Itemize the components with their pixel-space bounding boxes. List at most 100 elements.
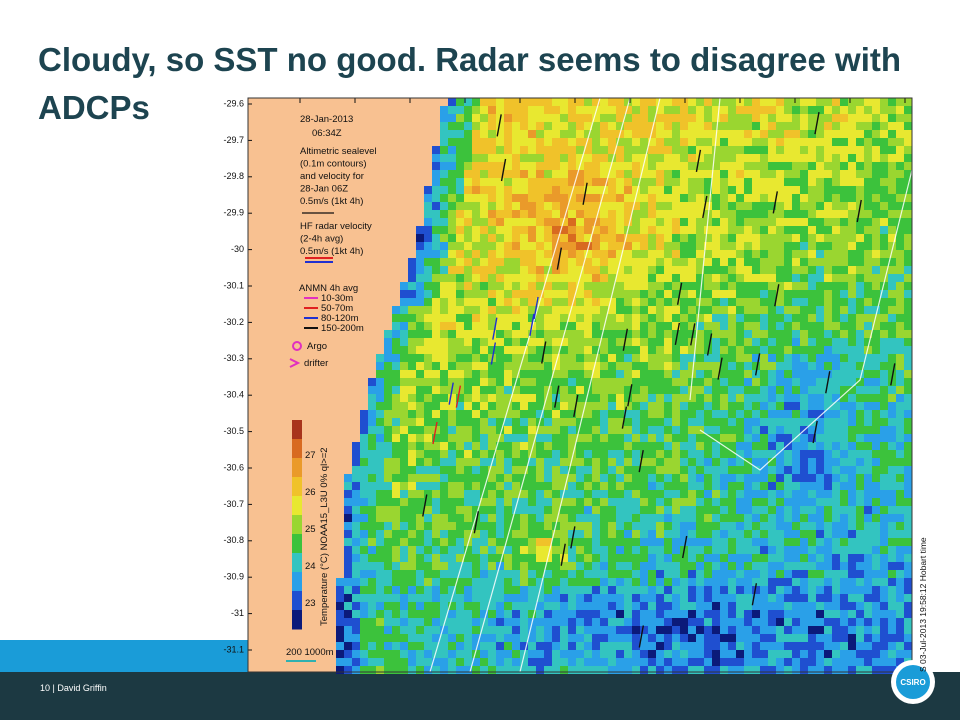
- lat-tick-label: -29.6: [223, 98, 244, 108]
- sst-cell: [856, 450, 864, 458]
- sst-cell: [840, 634, 848, 642]
- sst-cell: [464, 554, 472, 562]
- sst-cell: [600, 138, 608, 146]
- sst-cell: [664, 98, 672, 106]
- sst-cell: [856, 146, 864, 154]
- sst-cell: [352, 626, 360, 634]
- footer-bar: [0, 672, 960, 720]
- legend-text: 06:34Z: [312, 128, 342, 139]
- sst-cell: [624, 634, 632, 642]
- sst-cell: [640, 194, 648, 202]
- sst-cell: [600, 282, 608, 290]
- sst-cell: [808, 650, 816, 658]
- sst-cell: [840, 170, 848, 178]
- sst-cell: [832, 610, 840, 618]
- sst-cell: [768, 666, 776, 674]
- sst-cell: [576, 618, 584, 626]
- sst-cell: [896, 570, 904, 578]
- sst-cell: [864, 642, 872, 650]
- sst-cell: [736, 522, 744, 530]
- sst-cell: [808, 114, 816, 122]
- sst-cell: [848, 138, 856, 146]
- sst-cell: [800, 354, 808, 362]
- sst-cell: [424, 594, 432, 602]
- sst-cell: [720, 378, 728, 386]
- sst-cell: [400, 506, 408, 514]
- sst-cell: [432, 570, 440, 578]
- sst-cell: [704, 146, 712, 154]
- sst-cell: [608, 306, 616, 314]
- sst-cell: [720, 610, 728, 618]
- sst-cell: [880, 234, 888, 242]
- sst-cell: [352, 642, 360, 650]
- sst-cell: [560, 178, 568, 186]
- sst-cell: [416, 474, 424, 482]
- colorbar-segment: [292, 591, 302, 611]
- sst-cell: [728, 642, 736, 650]
- sst-cell: [480, 314, 488, 322]
- sst-cell: [464, 570, 472, 578]
- sst-cell: [824, 362, 832, 370]
- sst-cell: [760, 442, 768, 450]
- sst-cell: [640, 186, 648, 194]
- sst-cell: [600, 570, 608, 578]
- sst-cell: [768, 114, 776, 122]
- sst-cell: [616, 498, 624, 506]
- sst-cell: [744, 330, 752, 338]
- sst-cell: [720, 578, 728, 586]
- sst-cell: [744, 186, 752, 194]
- sst-cell: [512, 434, 520, 442]
- sst-cell: [880, 402, 888, 410]
- sst-cell: [776, 474, 784, 482]
- sst-cell: [664, 618, 672, 626]
- sst-cell: [584, 314, 592, 322]
- sst-cell: [712, 362, 720, 370]
- sst-cell: [800, 114, 808, 122]
- sst-cell: [512, 490, 520, 498]
- sst-cell: [840, 154, 848, 162]
- sst-cell: [720, 202, 728, 210]
- sst-cell: [704, 610, 712, 618]
- sst-cell: [880, 442, 888, 450]
- sst-cell: [520, 322, 528, 330]
- sst-cell: [888, 666, 896, 674]
- sst-cell: [672, 226, 680, 234]
- sst-cell: [608, 394, 616, 402]
- sst-cell: [816, 578, 824, 586]
- sst-cell: [704, 578, 712, 586]
- sst-cell: [768, 266, 776, 274]
- sst-cell: [544, 466, 552, 474]
- sst-cell: [512, 578, 520, 586]
- sst-cell: [848, 114, 856, 122]
- sst-cell: [720, 618, 728, 626]
- sst-cell: [496, 298, 504, 306]
- sst-cell: [656, 202, 664, 210]
- sst-cell: [848, 106, 856, 114]
- sst-cell: [712, 106, 720, 114]
- sst-cell: [632, 186, 640, 194]
- sst-cell: [824, 498, 832, 506]
- sst-cell: [688, 546, 696, 554]
- sst-cell: [648, 194, 656, 202]
- sst-cell: [704, 266, 712, 274]
- sst-cell: [856, 186, 864, 194]
- sst-cell: [600, 490, 608, 498]
- sst-cell: [528, 162, 536, 170]
- sst-cell: [800, 314, 808, 322]
- sst-cell: [648, 490, 656, 498]
- sst-cell: [760, 298, 768, 306]
- sst-cell: [496, 106, 504, 114]
- sst-cell: [688, 458, 696, 466]
- sst-cell: [456, 330, 464, 338]
- velocity-arrow: [681, 535, 688, 559]
- sst-cell: [448, 210, 456, 218]
- sst-cell: [448, 418, 456, 426]
- sst-cell: [904, 498, 912, 506]
- sst-cell: [560, 250, 568, 258]
- sst-cell: [664, 266, 672, 274]
- sst-cell: [456, 538, 464, 546]
- sst-cell: [720, 402, 728, 410]
- sst-cell: [576, 250, 584, 258]
- sst-cell: [576, 522, 584, 530]
- sst-cell: [880, 378, 888, 386]
